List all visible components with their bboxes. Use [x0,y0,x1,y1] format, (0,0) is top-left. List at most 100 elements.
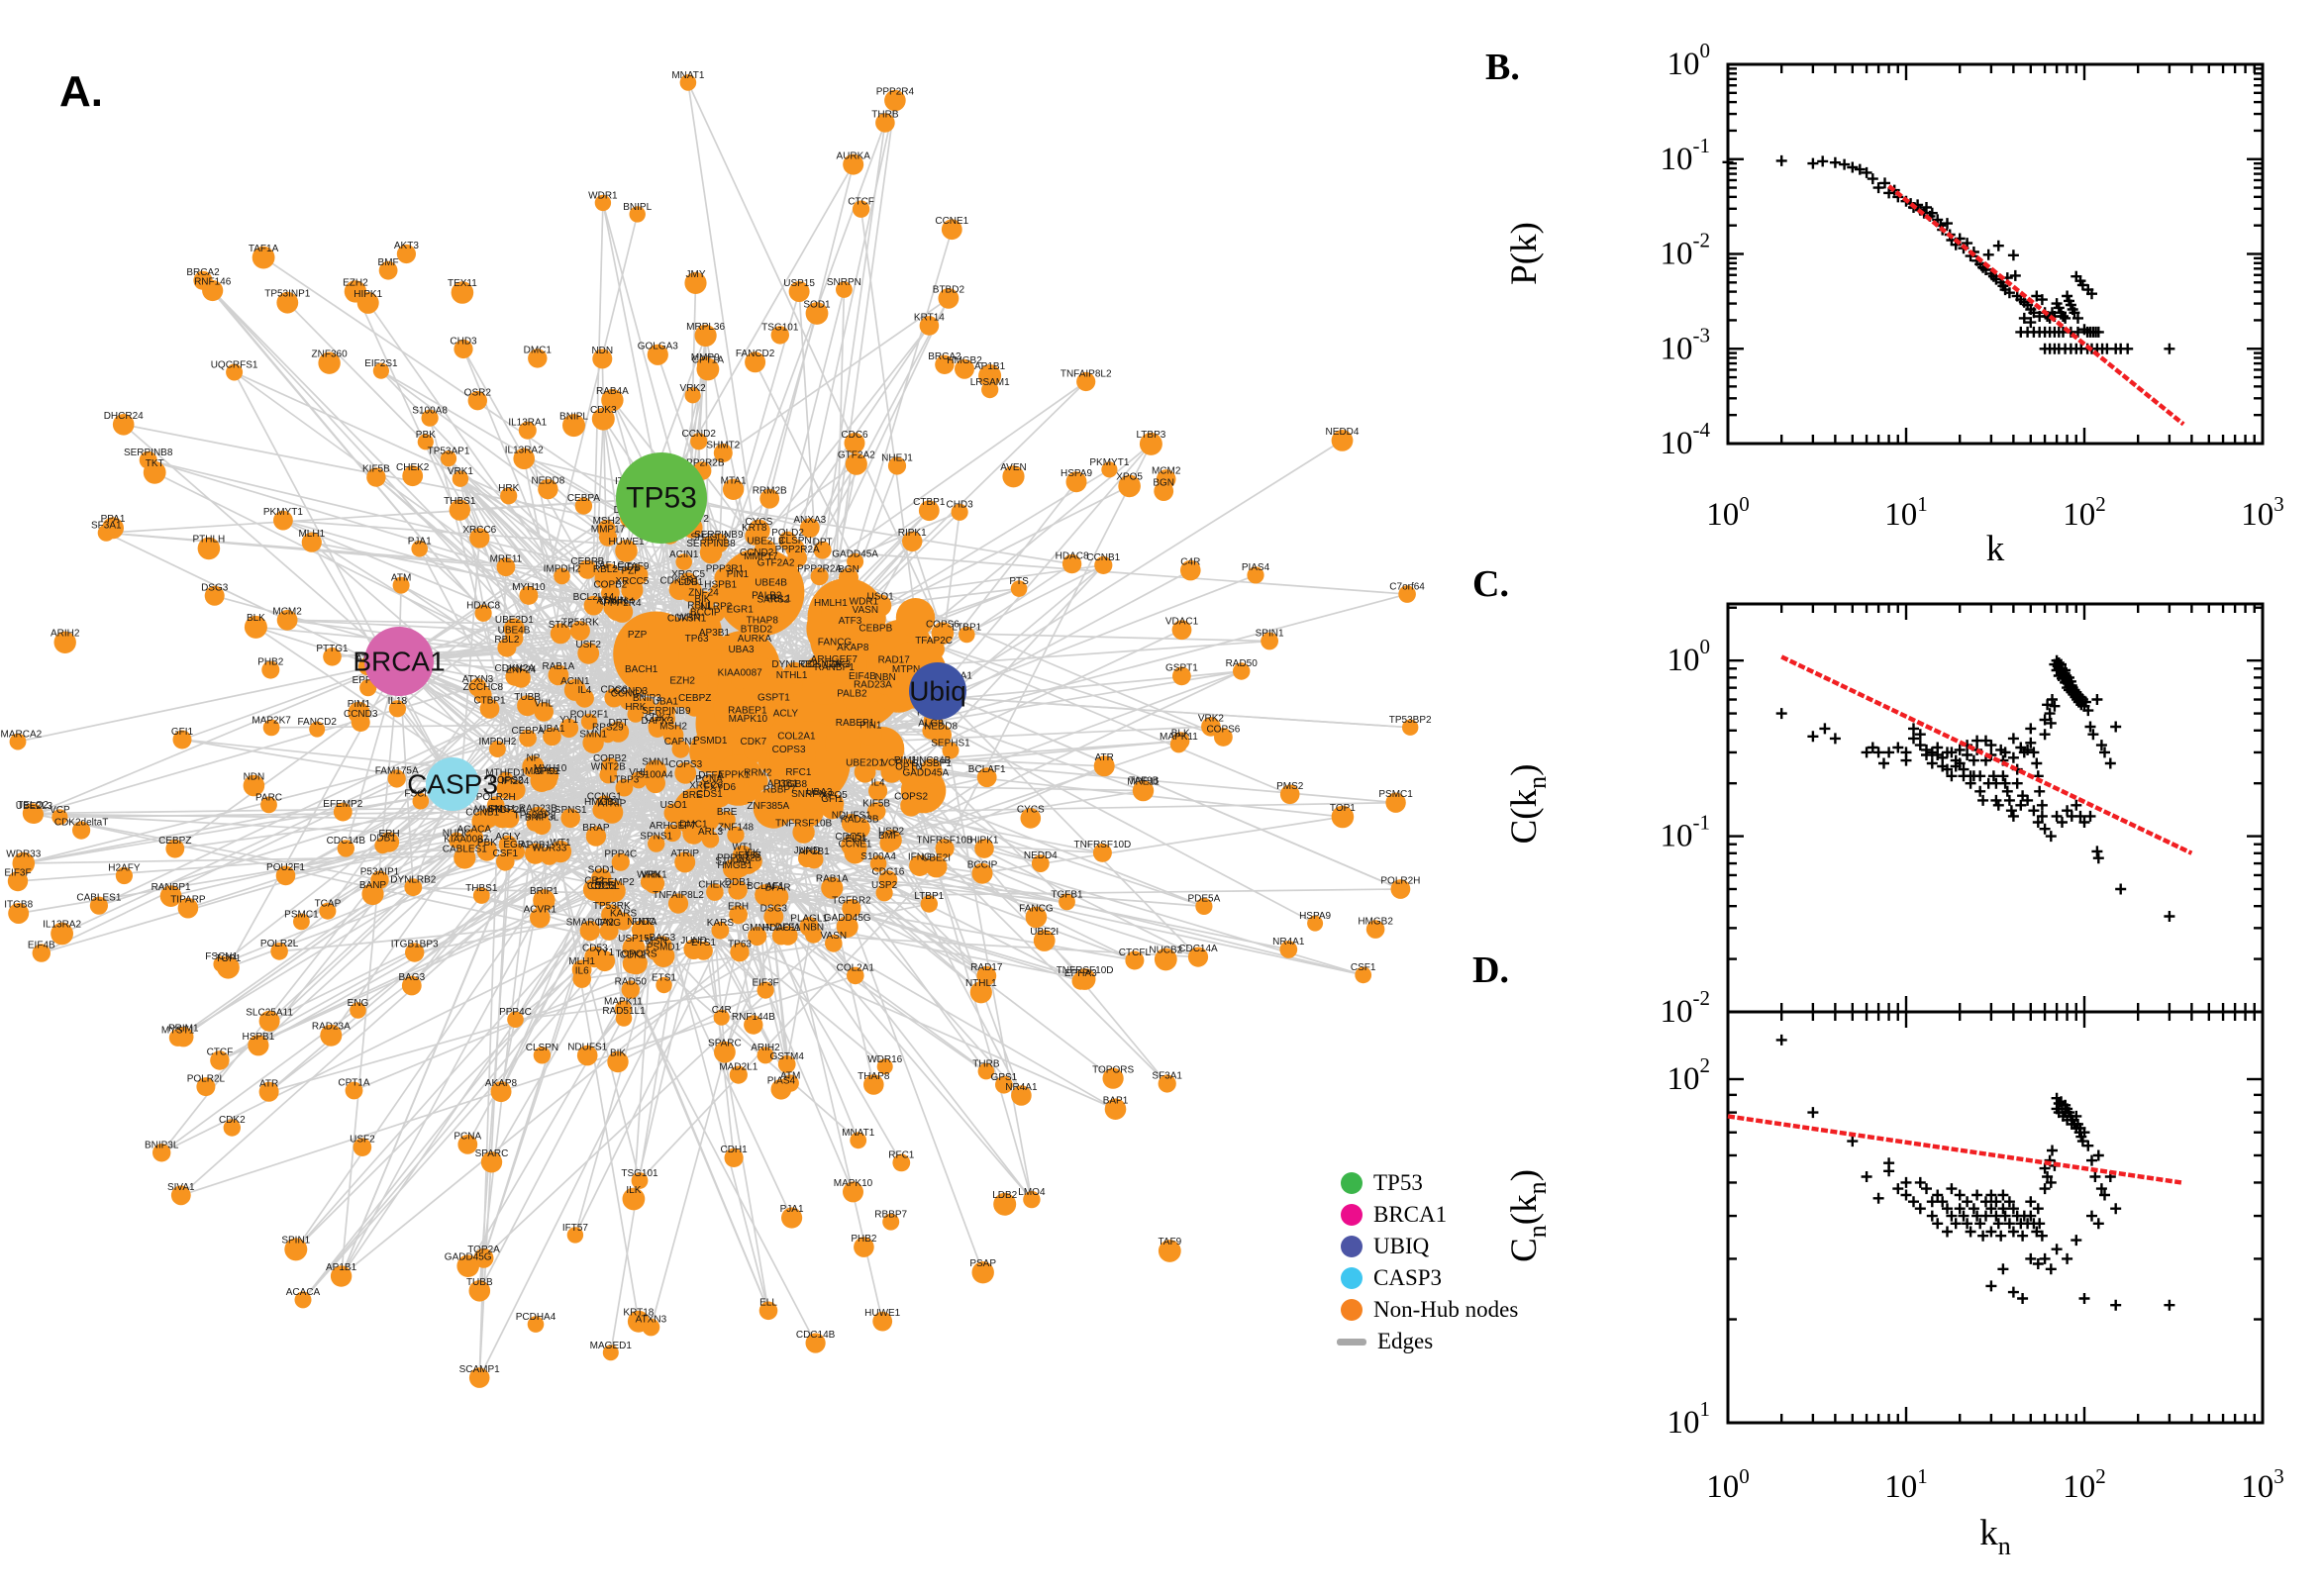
network-node-label: THAP8 [858,1071,890,1082]
data-point [2039,729,2051,741]
edge-swatch-icon [1337,1338,1366,1346]
network-node-label: CTCF [848,196,874,207]
network-node [758,1301,778,1321]
network-node-label: CDK2 [219,1115,246,1126]
network-node-label: SERPINB9 [694,530,744,541]
network-node [456,1254,480,1277]
network-node-label: BRE [682,790,703,801]
network-node-label: PARC [255,792,282,803]
network-node-label: BCCIP [690,608,721,619]
hub-node-UBIQ [909,662,966,720]
network-node-label: CABLES1 [76,893,121,904]
network-node [559,718,579,739]
network-node [662,724,684,746]
network-node [701,831,720,848]
network-node [645,772,666,794]
data-point [2007,1286,2019,1298]
network-node [752,619,772,639]
network-node [778,531,797,550]
network-node-label: CDK2 [620,950,647,961]
network-node-label: TOP2A [493,805,526,816]
network-node-label: RABEP1 [728,706,767,717]
network-node-label: PSMD1 [693,736,728,747]
network-node-label: TEX11 [448,278,477,289]
network-node-label: PTS [1009,576,1029,587]
data-point [2078,817,2090,828]
network-node [318,351,341,374]
data-point [2018,312,2030,324]
network-node [682,822,705,845]
network-node-label: NR4A1 [1272,937,1305,948]
network-node-label: BLK [1171,728,1190,739]
network-node-label: MTA1 [721,475,747,486]
network-node-label: ALG9 [918,718,944,729]
network-node [543,727,561,747]
network-node [320,1024,343,1047]
network-edge [34,660,400,816]
network-node-label: XRCC5 [615,576,649,587]
network-node-label: WT1 [550,838,571,848]
network-node [562,414,585,438]
network-node-label: PHB2 [851,1234,877,1245]
network-node-label: RANBP1 [152,882,191,893]
network-node-label: POU2F1 [266,862,305,873]
network-node [619,692,637,710]
network-node-label: PSMC1 [284,909,319,920]
network-node-label: TAF1A [249,244,279,254]
legend-label: CASP3 [1373,1265,1443,1290]
network-edge [268,988,632,1093]
network-edge [354,291,657,950]
network-node-label: IL13RA2 [505,445,544,455]
network-node-label: CEBPA [512,726,545,737]
network-node [72,821,91,840]
network-node [622,952,644,974]
network-node [711,921,730,940]
network-node-label: SARS2 [758,595,790,606]
network-edge [181,530,759,741]
network-node-label: SH3GL2 [690,532,729,543]
network-node-label: THAP8 [747,616,779,627]
network-node-label: UBE4B [498,625,531,636]
network-node-label: HMLH1 [814,598,848,609]
network-node-label: EPPK1 [353,675,385,686]
network-node-label: NDUFS1 [832,810,871,821]
network-node-label: SF3A1 [1152,1071,1182,1082]
network-node [847,552,864,570]
network-node-label: CDKN2A [800,659,841,670]
node-swatch-icon [1341,1236,1363,1257]
network-node [897,668,915,686]
network-node-label: BLK [247,613,265,624]
network-edge [813,858,835,945]
panel-b-label: B. [1485,47,1520,88]
protein-network-panel: PSMD1CAPN1COPS3MSH2DFFAPCNACDK7CEBPZMAPK… [0,70,1432,1388]
network-node [468,1367,490,1388]
panel-D-ytick-label: 101 [1667,1397,1711,1441]
network-node [1171,732,1190,750]
panel-C: 100 10-1 10-2 C(kn) [1504,602,2265,1030]
network-edge [704,291,800,621]
panel-C-fit-line [1780,654,2193,855]
network-node-label: YY1 [595,948,614,958]
network-node [115,866,133,885]
legend-item-casp3: CASP3 [1341,1262,1518,1294]
network-node [582,732,604,753]
panel-a-label: A. [59,67,103,116]
network-node [684,271,707,294]
network-node-label: CEBPZ [158,836,191,847]
data-point [1992,799,2004,811]
network-edge [863,616,1033,1200]
network-node-label: MLH1 [568,956,595,967]
network-node [611,852,630,871]
panel-D-points [1775,1034,2175,1311]
network-edge [546,779,769,1312]
network-node [454,847,476,869]
network-node [560,808,580,829]
network-node [718,811,736,829]
network-node-label: ACACA [457,825,492,836]
data-point [2017,1293,2029,1304]
data-point [2007,1203,2019,1215]
network-node [273,510,293,531]
data-point [2091,694,2103,705]
data-point [2084,721,2096,733]
network-node-label: PKMYT1 [1089,457,1129,468]
